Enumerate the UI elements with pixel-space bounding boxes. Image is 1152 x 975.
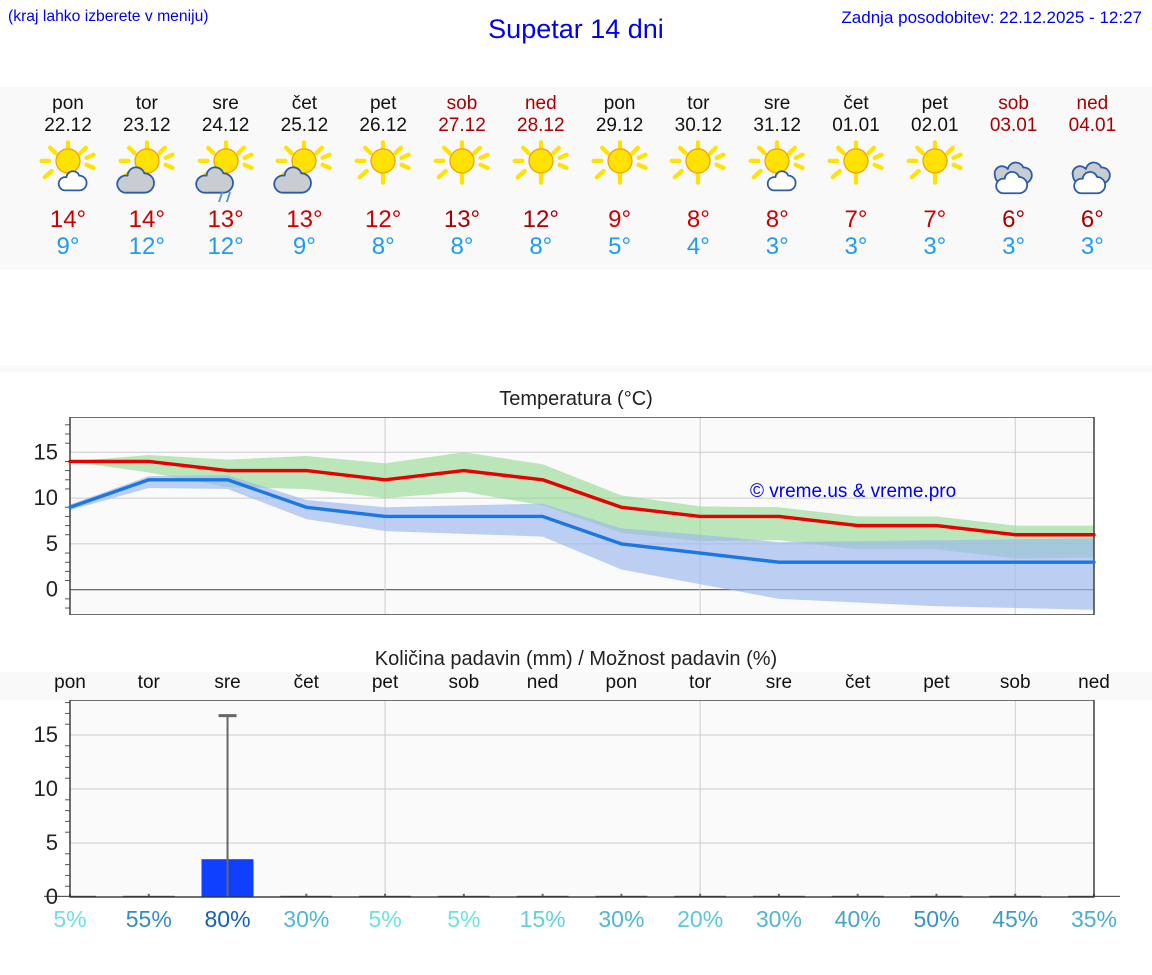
- svg-text:35%: 35%: [1071, 906, 1117, 932]
- svg-text:15: 15: [34, 722, 58, 747]
- svg-text:50%: 50%: [913, 906, 959, 932]
- svg-text:© vreme.us & vreme.pro: © vreme.us & vreme.pro: [750, 481, 956, 502]
- svg-text:30%: 30%: [756, 906, 802, 932]
- svg-text:30%: 30%: [283, 906, 329, 932]
- svg-text:5%: 5%: [447, 906, 480, 932]
- svg-text:55%: 55%: [126, 906, 172, 932]
- svg-text:80%: 80%: [205, 906, 251, 932]
- svg-text:5: 5: [46, 830, 58, 855]
- svg-text:0: 0: [46, 577, 58, 602]
- svg-text:10: 10: [34, 776, 58, 801]
- svg-text:15%: 15%: [520, 906, 566, 932]
- svg-text:40%: 40%: [835, 906, 881, 932]
- svg-text:20%: 20%: [677, 906, 723, 932]
- svg-text:45%: 45%: [992, 906, 1038, 932]
- svg-text:10: 10: [34, 485, 58, 510]
- svg-text:5: 5: [46, 531, 58, 556]
- svg-text:5%: 5%: [368, 906, 401, 932]
- svg-text:5%: 5%: [53, 906, 86, 932]
- svg-text:15: 15: [34, 439, 58, 464]
- svg-text:30%: 30%: [598, 906, 644, 932]
